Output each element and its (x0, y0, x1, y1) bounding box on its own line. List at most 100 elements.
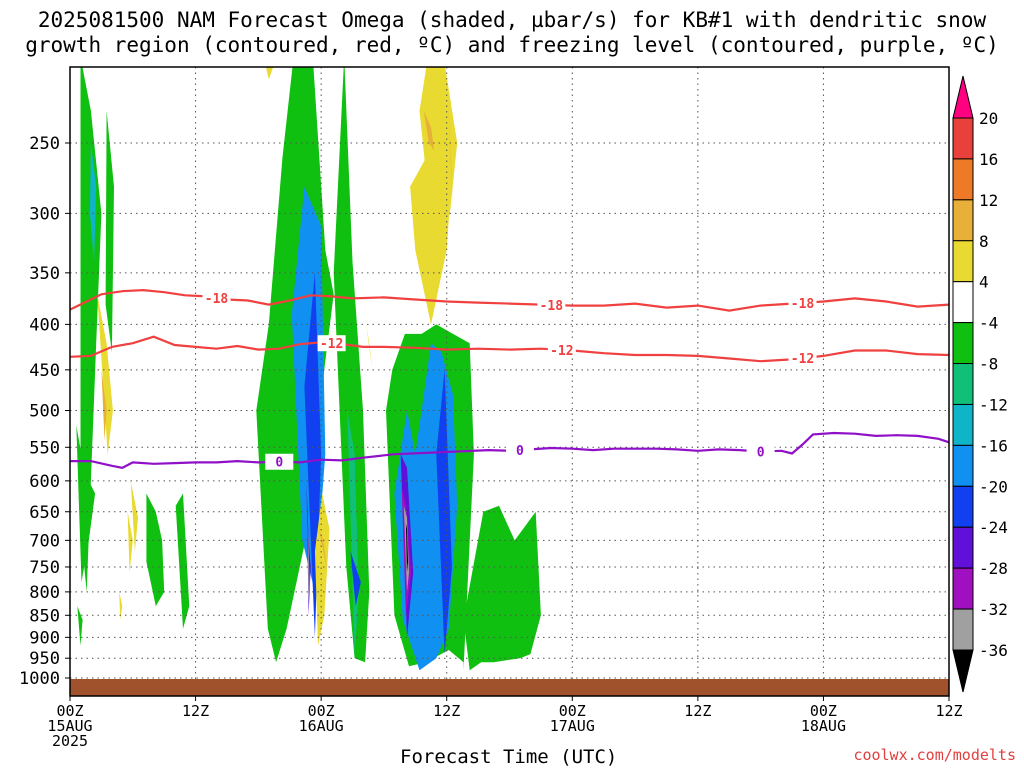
x-tick-label-84-0: 12Z (935, 702, 962, 720)
colorbar-cap-bottom (952, 649, 974, 693)
chart-title-line1: 2025081500 NAM Forecast Omega (shaded, µ… (37, 8, 987, 32)
contour-label-bg-0-0 (202, 289, 231, 306)
contour-label-2-1: 0 (516, 444, 524, 459)
contour-label-bg-1-1 (547, 341, 576, 358)
y-tick-label-250: 250 (29, 134, 60, 154)
contour-label-0-0: -18 (205, 292, 229, 307)
grid-lines (70, 67, 949, 696)
omega-region-30 (423, 110, 435, 151)
contour-label-bg-2-2 (746, 443, 775, 460)
contour-label-2-2: 0 (757, 445, 765, 460)
contour-label-0-2: -18 (791, 297, 815, 312)
omega-region-7 (119, 591, 123, 620)
y-tick-label-850: 850 (29, 606, 60, 626)
colorbar-bin-9 (952, 444, 974, 487)
colorbar-label-0: 20 (979, 109, 998, 128)
colorbar-label-8: -16 (979, 436, 1008, 455)
contour-label-1-1: -12 (550, 344, 573, 359)
omega-region-1 (89, 143, 97, 262)
x-tick-label-0-2: 2025 (52, 732, 88, 750)
chart-title-line2: growth region (contoured, red, ºC) and f… (25, 33, 999, 57)
colorbar-label-9: -20 (979, 477, 1008, 496)
y-tick-label-400: 400 (29, 315, 60, 335)
contour-label-1-0: -12 (320, 337, 343, 352)
contour-label-bg-1-2 (788, 350, 817, 367)
omega-region-34 (130, 480, 138, 552)
colorbar-bin-5 (952, 281, 974, 324)
ground-strip (70, 679, 949, 696)
colorbar-bin-7 (952, 363, 974, 405)
omega-region-35 (175, 493, 190, 629)
colorbar-bin-3 (952, 199, 974, 242)
contour-label-1-2: -12 (791, 352, 814, 367)
contour-lines: -18 -18 -18 -12 -12 -12 0 0 0 (70, 288, 949, 471)
omega-region-14 (307, 511, 310, 602)
plot-frame (69, 66, 950, 697)
y-tick-label-450: 450 (29, 361, 60, 381)
y-tick-label-600: 600 (29, 472, 60, 492)
omega-region-33 (265, 67, 274, 80)
omega-region-17 (333, 67, 370, 663)
omega-region-19 (350, 551, 361, 607)
omega-region-4 (97, 294, 113, 455)
y-tick-label-900: 900 (29, 628, 60, 648)
contour-label-bg-0-2 (788, 294, 817, 311)
colorbar-label-4: 4 (979, 273, 989, 292)
omega-region-8 (77, 606, 83, 646)
x-tick-label-12-0: 12Z (182, 702, 209, 720)
colorbar-label-11: -28 (979, 559, 1008, 578)
pressure-axis: 2503003504004505005506006507007508008509… (19, 134, 70, 689)
y-tick-label-500: 500 (29, 402, 60, 422)
colorbar-bin-10 (952, 485, 974, 528)
colorbar-label-10: -24 (979, 518, 1008, 537)
colorbar-bin-11 (952, 526, 974, 569)
x-tick-label-48-1: 17AUG (550, 717, 595, 735)
contour-label-bg-2-0 (265, 453, 294, 470)
colorbar-label-13: -36 (979, 641, 1008, 660)
y-tick-label-1000: 1000 (19, 669, 60, 689)
credit-link[interactable]: coolwx.com/modelts (853, 746, 1016, 764)
colorbar-bin-1 (952, 117, 974, 160)
colorbar-bin-13 (952, 608, 974, 651)
contour--18-line (70, 288, 949, 312)
x-tick-label-72-1: 18AUG (801, 717, 846, 735)
y-tick-label-750: 750 (29, 558, 60, 578)
x-tick-label-24-0: 00Z (308, 702, 335, 720)
colorbar-label-2: 12 (979, 191, 998, 210)
omega-region-31 (447, 93, 453, 214)
contour-label-2-0: 0 (275, 456, 283, 471)
omega-region-29 (410, 158, 452, 325)
contour-label-bg-0-1 (537, 296, 566, 313)
y-tick-label-700: 700 (29, 531, 60, 551)
colorbar-bin-8 (952, 403, 974, 446)
colorbar-label-1: 16 (979, 150, 998, 169)
omega-region-9 (146, 493, 165, 607)
colorbar-label-5: -4 (979, 314, 998, 333)
colorbar-bin-6 (952, 322, 974, 365)
colorbar-label-12: -32 (979, 600, 1008, 619)
colorbar-bin-12 (952, 567, 974, 610)
contour-0-line (70, 431, 949, 469)
colorbar-bin-4 (952, 240, 974, 283)
omega-region-16 (319, 529, 328, 573)
omega-region-5 (101, 369, 107, 441)
x-tick-label-0-0: 00Z (56, 702, 83, 720)
x-tick-label-48-0: 00Z (559, 702, 586, 720)
omega-region-27 (463, 505, 541, 671)
y-tick-label-550: 550 (29, 438, 60, 458)
y-tick-label-950: 950 (29, 649, 60, 669)
x-axis-title: Forecast Time (UTC) (400, 746, 618, 768)
colorbar-label-3: 8 (979, 232, 989, 251)
colorbar-label-7: -12 (979, 395, 1008, 414)
colorbar-label-6: -8 (979, 355, 998, 374)
omega-colorbar: 20 16 12 8 4 -4 -8 -12 -16 -20 -24 -28 -32 -36 (952, 75, 1008, 693)
contour-label-0-1: -18 (540, 299, 564, 314)
omega-region-15 (314, 493, 330, 646)
y-tick-label-300: 300 (29, 204, 60, 224)
x-tick-label-0-1: 15AUG (47, 717, 92, 735)
y-tick-label-800: 800 (29, 583, 60, 603)
omega-region-6 (127, 511, 133, 573)
x-tick-label-60-0: 12Z (684, 702, 711, 720)
